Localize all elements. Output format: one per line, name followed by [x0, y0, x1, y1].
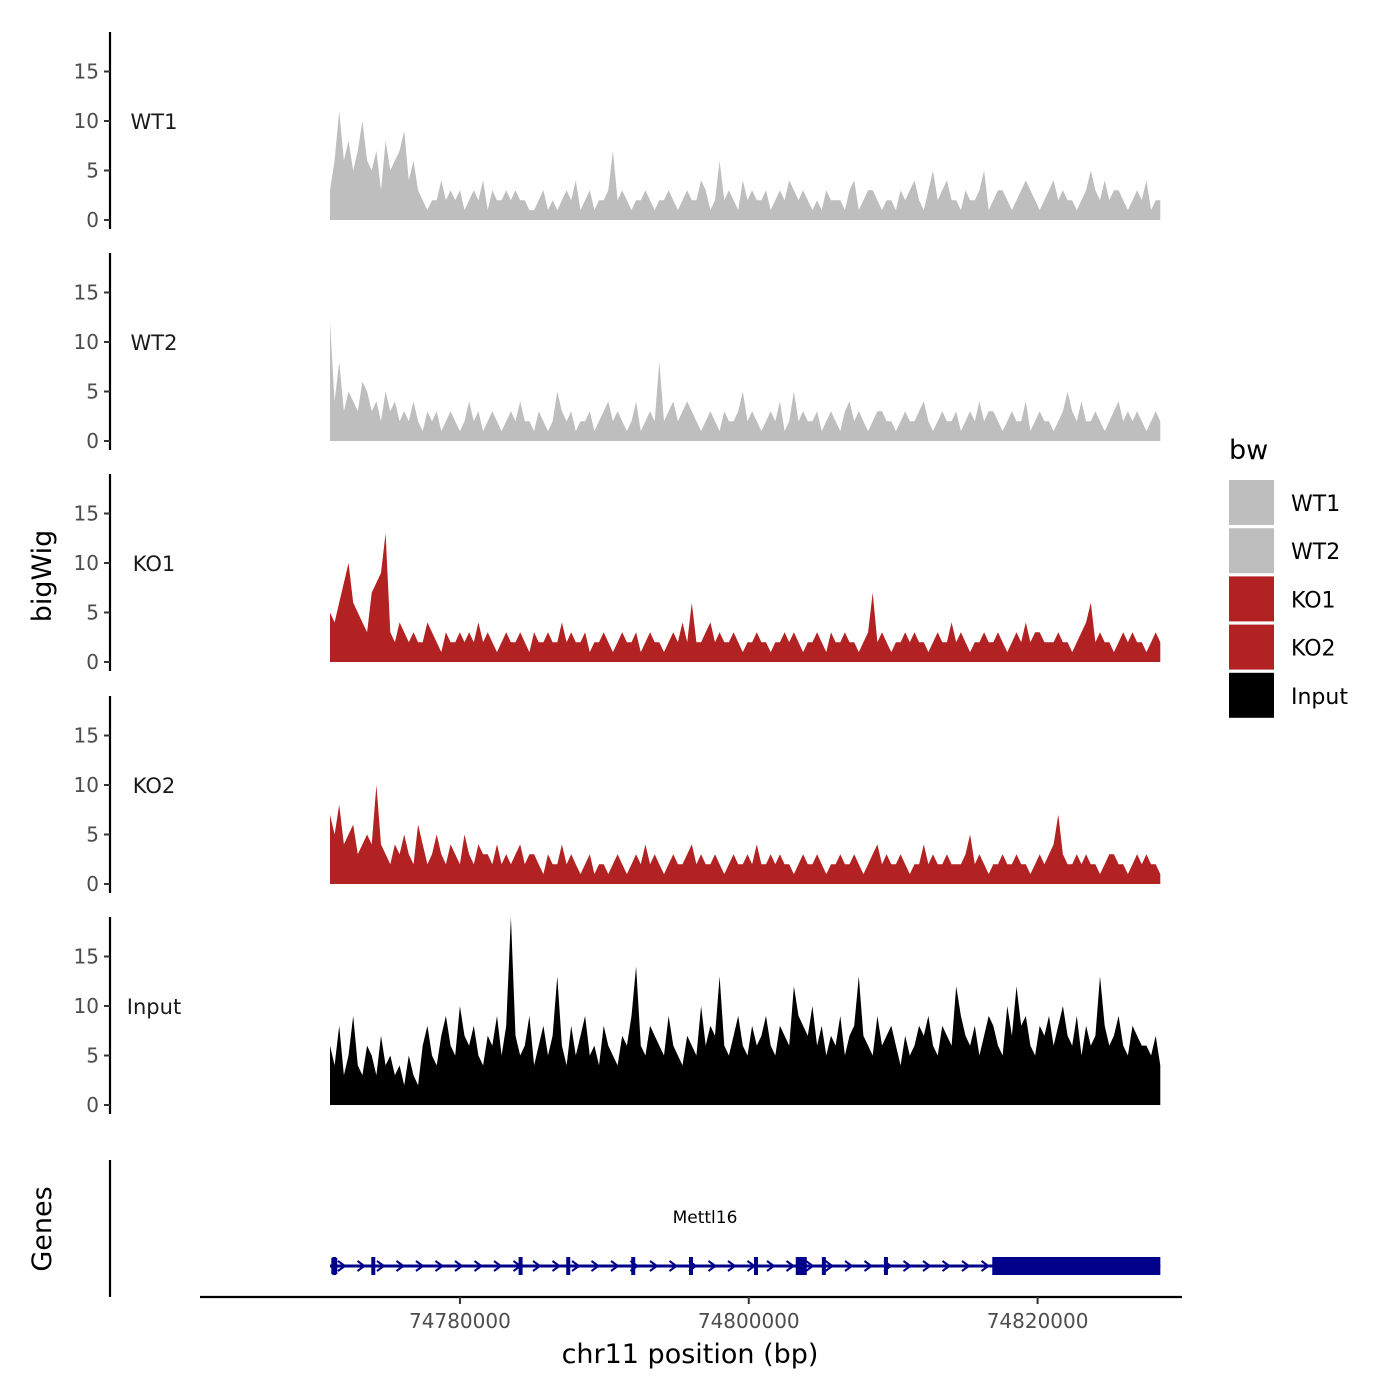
- y-tick-label: 0: [86, 429, 99, 453]
- track-ko2: 0 5 10 15 KO2: [74, 696, 1161, 896]
- strand-arrow: [610, 1260, 620, 1272]
- y-tick-label: 10: [74, 330, 99, 354]
- track-panels: 0 5 10 15 WT1 0 5 10 15 WT2 0 5 10 15 KO1 0 5 10 15 KO2 0 5 10…: [74, 32, 1161, 1117]
- gene-exon: [795, 1257, 807, 1275]
- legend-label: KO1: [1291, 588, 1336, 613]
- y-tick-label: 15: [74, 60, 99, 84]
- x-axis: 74780000 74800000 74820000: [200, 1295, 1182, 1333]
- strand-arrow: [434, 1260, 445, 1272]
- coverage-area-wt2: [330, 322, 1161, 441]
- gene-panel: Mettl16: [108, 1160, 1161, 1297]
- coverage-area-ko2: [330, 785, 1161, 884]
- gene-exon: [371, 1257, 376, 1275]
- y-tick-label: 5: [86, 159, 99, 183]
- strand-arrow: [376, 1260, 386, 1272]
- legend-key-ko2: [1229, 624, 1274, 670]
- legend-key-ko1: [1229, 576, 1274, 622]
- y-tick-label: 0: [86, 1093, 99, 1117]
- legend-label: WT1: [1291, 492, 1340, 517]
- legend-label: KO2: [1291, 637, 1336, 662]
- y-tick-label: 15: [74, 502, 99, 526]
- strand-arrow: [415, 1260, 425, 1272]
- legend-label: Input: [1291, 685, 1348, 710]
- y-axis-title: bigWig: [27, 530, 58, 623]
- strand-arrow: [395, 1260, 406, 1272]
- coverage-area-wt1: [330, 111, 1161, 220]
- y-tick-label: 15: [74, 281, 99, 305]
- track-label: KO1: [133, 552, 176, 576]
- y-tick-label: 15: [74, 945, 99, 969]
- gene-exon: [689, 1257, 693, 1275]
- x-tick-label: 74820000: [987, 1309, 1089, 1333]
- strand-arrow: [941, 1260, 952, 1272]
- track-wt1: 0 5 10 15 WT1: [74, 32, 1161, 232]
- y-tick-label: 0: [86, 872, 99, 896]
- track-label: WT1: [131, 110, 178, 134]
- track-input: 0 5 10 15 Input: [74, 916, 1161, 1117]
- y-tick-label: 5: [86, 1044, 99, 1068]
- coverage-area-input: [330, 916, 1161, 1105]
- strand-arrow: [571, 1260, 581, 1272]
- legend-label: WT2: [1291, 540, 1340, 565]
- strand-arrow: [337, 1260, 347, 1272]
- gene-exon: [518, 1257, 523, 1275]
- strand-arrow: [532, 1260, 542, 1272]
- strand-arrow: [493, 1260, 503, 1272]
- x-axis-title: chr11 position (bp): [562, 1339, 819, 1370]
- strand-arrow: [668, 1260, 679, 1272]
- strand-arrow: [805, 1260, 815, 1272]
- y-tick-label: 10: [74, 773, 99, 797]
- strand-arrow: [727, 1260, 737, 1272]
- strand-arrow: [766, 1260, 776, 1272]
- gene-exon: [631, 1257, 636, 1275]
- strand-arrow: [961, 1260, 971, 1272]
- strand-arrow: [922, 1260, 932, 1272]
- strand-arrow: [785, 1260, 796, 1272]
- x-tick-label: 74800000: [698, 1309, 800, 1333]
- y-tick-label: 0: [86, 650, 99, 674]
- strand-arrow: [902, 1260, 913, 1272]
- legend-key-wt2: [1229, 528, 1274, 574]
- y-tick-label: 5: [86, 380, 99, 404]
- strand-arrow: [863, 1260, 874, 1272]
- strand-arrow: [707, 1260, 718, 1272]
- legend-key-input: [1229, 672, 1274, 718]
- gene-exon: [821, 1257, 826, 1275]
- track-label: Input: [127, 995, 181, 1019]
- y-tick-label: 10: [74, 551, 99, 575]
- strand-arrow: [473, 1260, 484, 1272]
- gene-exon: [566, 1257, 571, 1275]
- strand-arrow: [356, 1260, 367, 1272]
- gene-name-label: Mettl16: [673, 1208, 738, 1228]
- track-ko1: 0 5 10 15 KO1: [74, 474, 1161, 674]
- gene-exon: [883, 1257, 888, 1275]
- y-tick-label: 15: [74, 724, 99, 748]
- gene-utr-block: [994, 1257, 1161, 1275]
- gene-exon: [331, 1258, 338, 1274]
- x-tick-label: 74780000: [409, 1309, 511, 1333]
- legend-key-wt1: [1229, 480, 1274, 525]
- strand-arrow: [454, 1260, 464, 1272]
- track-label: KO2: [133, 774, 176, 798]
- strand-arrow: [824, 1260, 835, 1272]
- strand-arrow: [649, 1260, 659, 1272]
- y-tick-label: 10: [74, 109, 99, 133]
- strand-arrow: [590, 1260, 601, 1272]
- strand-arrow: [551, 1260, 562, 1272]
- track-label: WT2: [131, 331, 178, 355]
- y-tick-label: 0: [86, 208, 99, 232]
- y-tick-label: 5: [86, 823, 99, 847]
- y-tick-label: 5: [86, 601, 99, 625]
- y-tick-label: 10: [74, 994, 99, 1018]
- coverage-area-ko1: [330, 533, 1161, 662]
- track-wt2: 0 5 10 15 WT2: [74, 253, 1161, 453]
- strand-arrow: [844, 1260, 854, 1272]
- legend: bw WT1 WT2 KO1 KO2 Input: [1229, 435, 1348, 718]
- genes-axis-title: Genes: [27, 1186, 58, 1271]
- strand-arrow: [980, 1260, 991, 1272]
- gene-exon: [753, 1257, 758, 1275]
- legend-title: bw: [1229, 435, 1268, 466]
